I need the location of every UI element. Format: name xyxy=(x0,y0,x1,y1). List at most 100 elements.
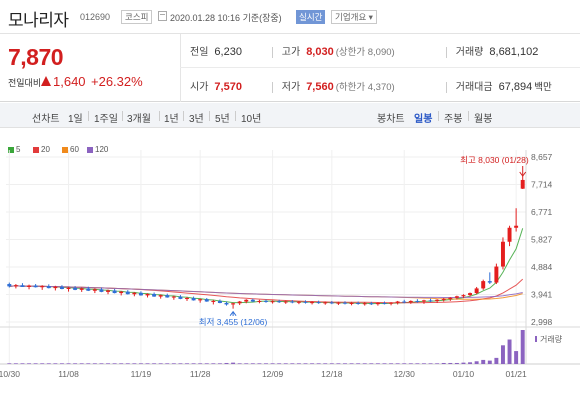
candle-body xyxy=(310,302,315,304)
x-tick-label: 11/19 xyxy=(131,369,152,379)
candle-body xyxy=(92,289,97,291)
candle-chart-label[interactable]: 봉차트 xyxy=(377,114,405,125)
candle-body xyxy=(59,286,64,289)
volume-bar xyxy=(250,363,255,364)
candle-body xyxy=(7,284,12,287)
volume-label: 거래량 xyxy=(455,47,484,58)
volume-bar xyxy=(138,363,143,364)
candle-body xyxy=(106,290,110,292)
volume-bar xyxy=(59,363,64,364)
amount-label: 거래대금 xyxy=(455,82,493,93)
candle-body xyxy=(250,299,255,302)
candle-body xyxy=(481,281,486,289)
volume-bar xyxy=(86,363,91,364)
period-1d[interactable]: 1일 xyxy=(68,114,83,125)
volume-bar xyxy=(408,363,413,364)
volume-bar xyxy=(296,363,301,364)
period-10y[interactable]: 10년 xyxy=(241,114,262,125)
volume-bar xyxy=(454,362,459,364)
candle-body xyxy=(112,290,117,294)
open-cell: 시가 7,570 xyxy=(190,78,242,93)
company-info-dropdown[interactable]: 기업개요 ▾ xyxy=(331,10,377,24)
candle-body xyxy=(198,299,203,301)
period-daily[interactable]: 일봉 xyxy=(414,114,433,125)
change-value: 1,640 xyxy=(53,74,86,89)
stock-code: 012690 xyxy=(80,12,111,22)
candle-body xyxy=(283,301,288,303)
volume-bar xyxy=(435,363,440,364)
period-3y[interactable]: 3년 xyxy=(189,114,204,125)
volume-bar xyxy=(185,363,189,364)
candle-body xyxy=(158,295,163,297)
candle-body xyxy=(336,302,341,304)
volume-bar xyxy=(73,363,78,364)
volume-bar xyxy=(428,363,433,364)
candle-body xyxy=(290,301,295,303)
candle-body xyxy=(66,287,71,289)
period-weekly[interactable]: 주봉 xyxy=(444,114,463,125)
candle-body xyxy=(428,300,433,302)
volume-bar xyxy=(92,363,97,364)
open-label: 시가 xyxy=(190,82,209,93)
period-1w[interactable]: 1주일 xyxy=(94,114,118,125)
candle-body xyxy=(296,301,301,303)
candle-body xyxy=(494,266,499,283)
volume-bar xyxy=(316,363,321,364)
period-monthly[interactable]: 월봉 xyxy=(474,114,493,125)
candle-body xyxy=(415,300,420,302)
volume-bar xyxy=(514,351,519,364)
candle-body xyxy=(389,302,394,304)
candle-body xyxy=(152,293,157,297)
volume-bar xyxy=(303,363,308,364)
amount-unit: 백만 xyxy=(534,82,552,93)
x-tick-label: 10/30 xyxy=(0,369,20,379)
volume-bar xyxy=(158,363,163,364)
candle-body xyxy=(211,300,216,302)
candle-body xyxy=(303,301,308,303)
low-arrow-head xyxy=(229,310,237,316)
volume-bar xyxy=(356,363,361,364)
y-tick-label: 2,998 xyxy=(531,317,553,327)
chart-grid xyxy=(0,150,580,365)
candle-body xyxy=(86,288,91,291)
candle-body xyxy=(349,302,354,304)
realtime-button[interactable]: 실시간 xyxy=(296,10,326,24)
x-tick-label: 01/10 xyxy=(453,369,475,379)
volume-bar xyxy=(461,362,466,364)
stock-name: 모나리자 xyxy=(8,11,69,30)
volume-bar xyxy=(53,363,58,364)
candle-body xyxy=(138,292,143,296)
period-5y[interactable]: 5년 xyxy=(215,114,230,125)
candles xyxy=(7,175,525,309)
amount-value: 67,894 xyxy=(498,81,533,93)
volume-bar xyxy=(422,363,426,364)
candle-body xyxy=(329,302,334,304)
candle-body xyxy=(500,241,505,267)
candle-body xyxy=(132,292,137,295)
candle-body xyxy=(171,296,176,298)
y-tick-label: 3,941 xyxy=(531,290,553,300)
volume-bar xyxy=(402,363,407,364)
volume-bar xyxy=(474,361,479,364)
period-1y[interactable]: 1년 xyxy=(164,114,179,125)
volume-bar xyxy=(310,363,315,364)
candle-body xyxy=(257,300,262,302)
volume-bar xyxy=(369,363,374,364)
volume-bar xyxy=(13,363,18,364)
candle-body xyxy=(237,301,242,304)
candle-body xyxy=(13,285,18,287)
volume-bar xyxy=(33,363,38,364)
y-axis: 8,657 7,714 6,771 5,827 4,884 3,941 2,998 거래량 xyxy=(531,152,563,344)
current-price: 7,870 xyxy=(8,44,64,70)
volume-bar xyxy=(20,363,25,364)
volume-bar xyxy=(237,363,242,364)
candle-body xyxy=(40,286,45,288)
line-chart-label[interactable]: 선차트 xyxy=(32,114,60,125)
volume-bar xyxy=(178,363,183,364)
candle-body xyxy=(422,300,426,302)
period-3m[interactable]: 3개월 xyxy=(127,114,151,125)
candle-body xyxy=(145,293,150,296)
candle-body xyxy=(244,299,249,302)
volume-bar xyxy=(264,363,268,364)
